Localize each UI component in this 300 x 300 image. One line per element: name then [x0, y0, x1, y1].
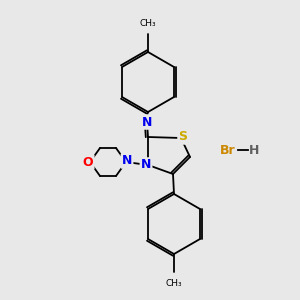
- Text: CH₃: CH₃: [166, 279, 182, 288]
- Text: N: N: [122, 154, 132, 167]
- Text: Br: Br: [220, 143, 236, 157]
- Text: N: N: [141, 158, 151, 172]
- Text: H: H: [249, 143, 259, 157]
- Text: O: O: [83, 155, 93, 169]
- Text: S: S: [178, 130, 188, 143]
- Text: N: N: [142, 116, 152, 128]
- Text: CH₃: CH₃: [140, 19, 156, 28]
